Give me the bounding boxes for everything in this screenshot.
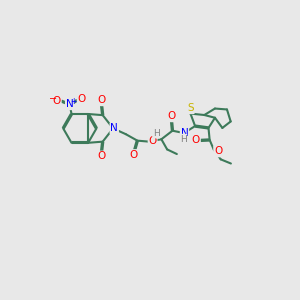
Text: O: O — [78, 94, 86, 104]
Text: O: O — [214, 146, 222, 157]
Text: N: N — [110, 123, 118, 134]
Text: +: + — [70, 97, 77, 106]
Text: O: O — [192, 135, 200, 146]
Text: H: H — [153, 129, 160, 138]
Text: O: O — [148, 136, 157, 146]
Text: O: O — [129, 150, 137, 160]
Text: O: O — [97, 152, 105, 161]
Text: −: − — [49, 94, 57, 104]
Text: H: H — [180, 134, 187, 143]
Text: S: S — [187, 103, 194, 113]
Text: O: O — [167, 111, 176, 122]
Text: N: N — [181, 128, 188, 138]
Text: N: N — [66, 99, 74, 109]
Text: O: O — [97, 95, 105, 105]
Text: O: O — [52, 96, 61, 106]
